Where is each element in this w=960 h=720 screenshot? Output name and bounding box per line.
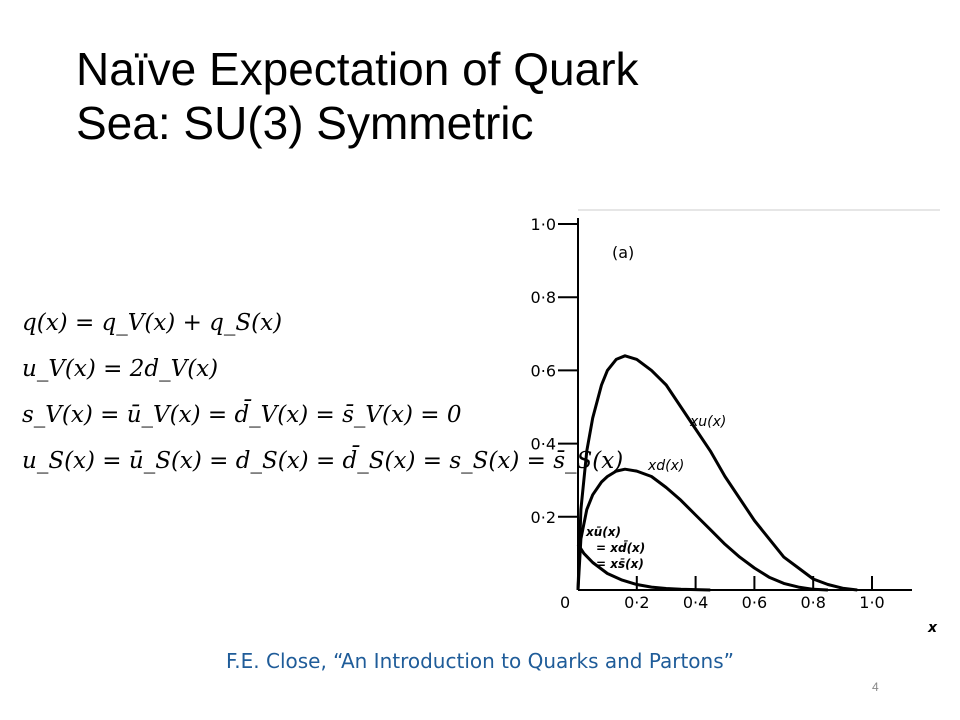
y-tick-label: 1·0 (531, 215, 556, 234)
series-xu-curve (576, 354, 858, 592)
series-xd-curve (576, 467, 828, 592)
equation-block: q(x) = q_V(x) + q_S(x) u_V(x) = 2d_V(x) … (22, 300, 624, 484)
y-tick-label: 0·4 (531, 435, 556, 454)
zero-label: 0 (560, 593, 570, 612)
curve-label-sea-u: xū(x) (585, 525, 621, 539)
series-sea-curve (576, 543, 711, 592)
equation-line-2: u_V(x) = 2d_V(x) (22, 356, 219, 382)
y-tick-label: 0·8 (531, 288, 556, 307)
x-tick-label: 0·4 (683, 593, 708, 612)
equation-line-4: u_S(x) = ū_S(x) = d_S(x) = d̄_S(x) = s_S… (22, 448, 624, 474)
curve-label-xd: xd(x) (647, 458, 684, 474)
equation-line-1: q(x) = q_V(x) + q_S(x) (22, 310, 283, 336)
page-number: 4 (872, 680, 879, 694)
x-axis-label: x (927, 620, 938, 636)
slide-title-line-2: Sea: SU(3) Symmetric (76, 97, 534, 149)
curve-label-xu: xu(x) (689, 414, 726, 430)
source-citation: F.E. Close, “An Introduction to Quarks a… (225, 649, 735, 673)
x-tick-label: 0·6 (742, 593, 767, 612)
x-ticks: 0·2 0·4 0·6 0·8 1·0 (624, 576, 885, 612)
y-tick-label: 0·2 (531, 508, 556, 527)
x-tick-label: 0·2 (624, 593, 649, 612)
slide-title-line-1: Naïve Expectation of Quark (76, 43, 639, 95)
panel-label: (a) (612, 243, 634, 262)
slide-title: Naïve Expectation of Quark Sea: SU(3) Sy… (76, 42, 916, 150)
curve-label-sea-s: = xs̄(x) (596, 557, 644, 571)
y-ticks: 0·2 0·4 0·6 0·8 1·0 (531, 215, 578, 527)
x-tick-label: 0·8 (800, 593, 825, 612)
curve-labels: xu(x) xd(x) xū(x)= xd̄(x) = xs̄(x) (585, 414, 726, 571)
equation-line-3: s_V(x) = ū_V(x) = d̄_V(x) = s̄_V(x) = 0 (22, 402, 462, 428)
plot-axes (577, 209, 940, 591)
series-layer (576, 354, 858, 592)
y-tick-label: 0·6 (531, 361, 556, 380)
curve-label-sea-d: = xd̄(x) (596, 540, 645, 555)
x-tick-label: 1·0 (859, 593, 884, 612)
